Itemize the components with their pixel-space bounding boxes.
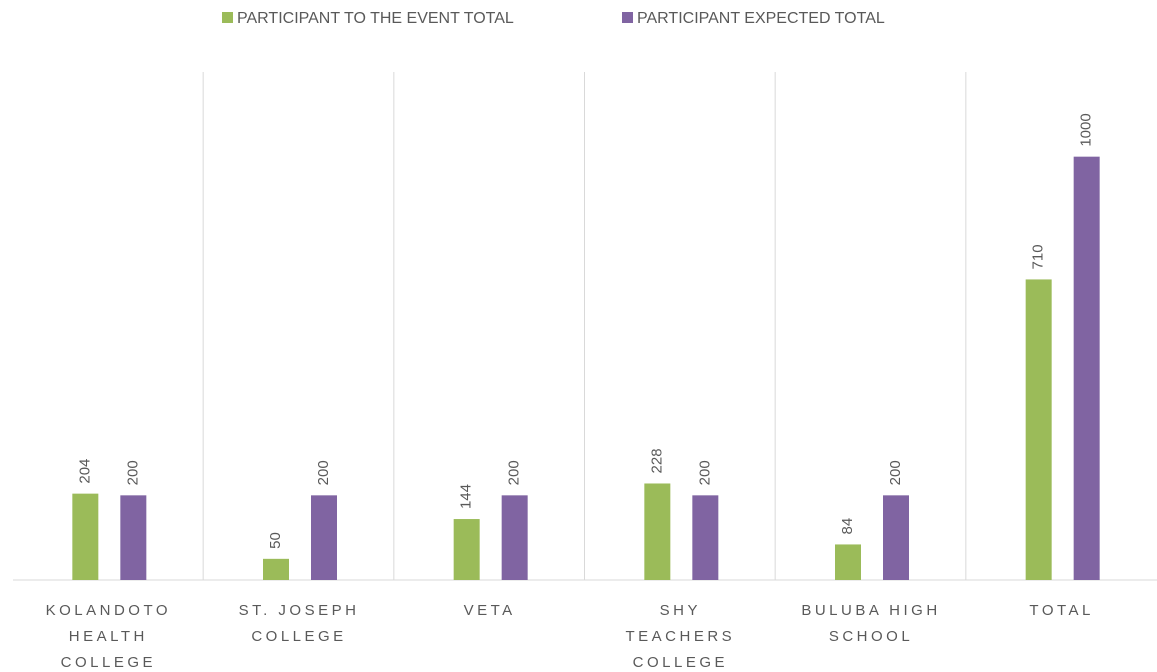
bar <box>311 495 337 580</box>
bar <box>644 483 671 580</box>
bar <box>1073 156 1100 580</box>
data-label: 710 <box>1030 244 1047 269</box>
data-label: 200 <box>696 460 713 485</box>
legend-label: PARTICIPANT EXPECTED TOTAL <box>637 10 885 27</box>
data-label: 50 <box>267 532 284 549</box>
bar <box>263 558 289 580</box>
x-tick-label: ST. JOSEPH COLLEGE <box>238 602 360 645</box>
data-label: 1000 <box>1078 113 1095 146</box>
data-label: 200 <box>124 460 141 485</box>
bar <box>1025 279 1052 580</box>
data-label: 144 <box>458 484 475 509</box>
data-label: 200 <box>887 460 904 485</box>
bar <box>883 495 909 580</box>
bar <box>72 493 99 580</box>
bar <box>120 495 147 580</box>
bar <box>692 495 719 580</box>
data-label: 204 <box>76 459 93 484</box>
data-label: 84 <box>839 518 856 535</box>
bar <box>453 519 480 580</box>
data-label: 228 <box>648 448 665 473</box>
bar <box>501 495 528 580</box>
bar <box>835 544 861 580</box>
legend-swatch <box>222 12 233 23</box>
x-tick-label: TOTAL <box>1029 602 1094 619</box>
legend-swatch <box>622 12 633 23</box>
legend-label: PARTICIPANT TO THE EVENT TOTAL <box>237 10 514 27</box>
x-tick-label: VETA <box>463 602 516 619</box>
data-label: 200 <box>506 460 523 485</box>
data-label: 200 <box>315 460 332 485</box>
x-tick-label: KOLANDOTO HEALTH COLLEGE <box>45 602 172 671</box>
x-tick-label: BULUBA HIGH SCHOOL <box>801 602 941 645</box>
x-tick-label: SHY TEACHERS COLLEGE <box>625 602 736 671</box>
